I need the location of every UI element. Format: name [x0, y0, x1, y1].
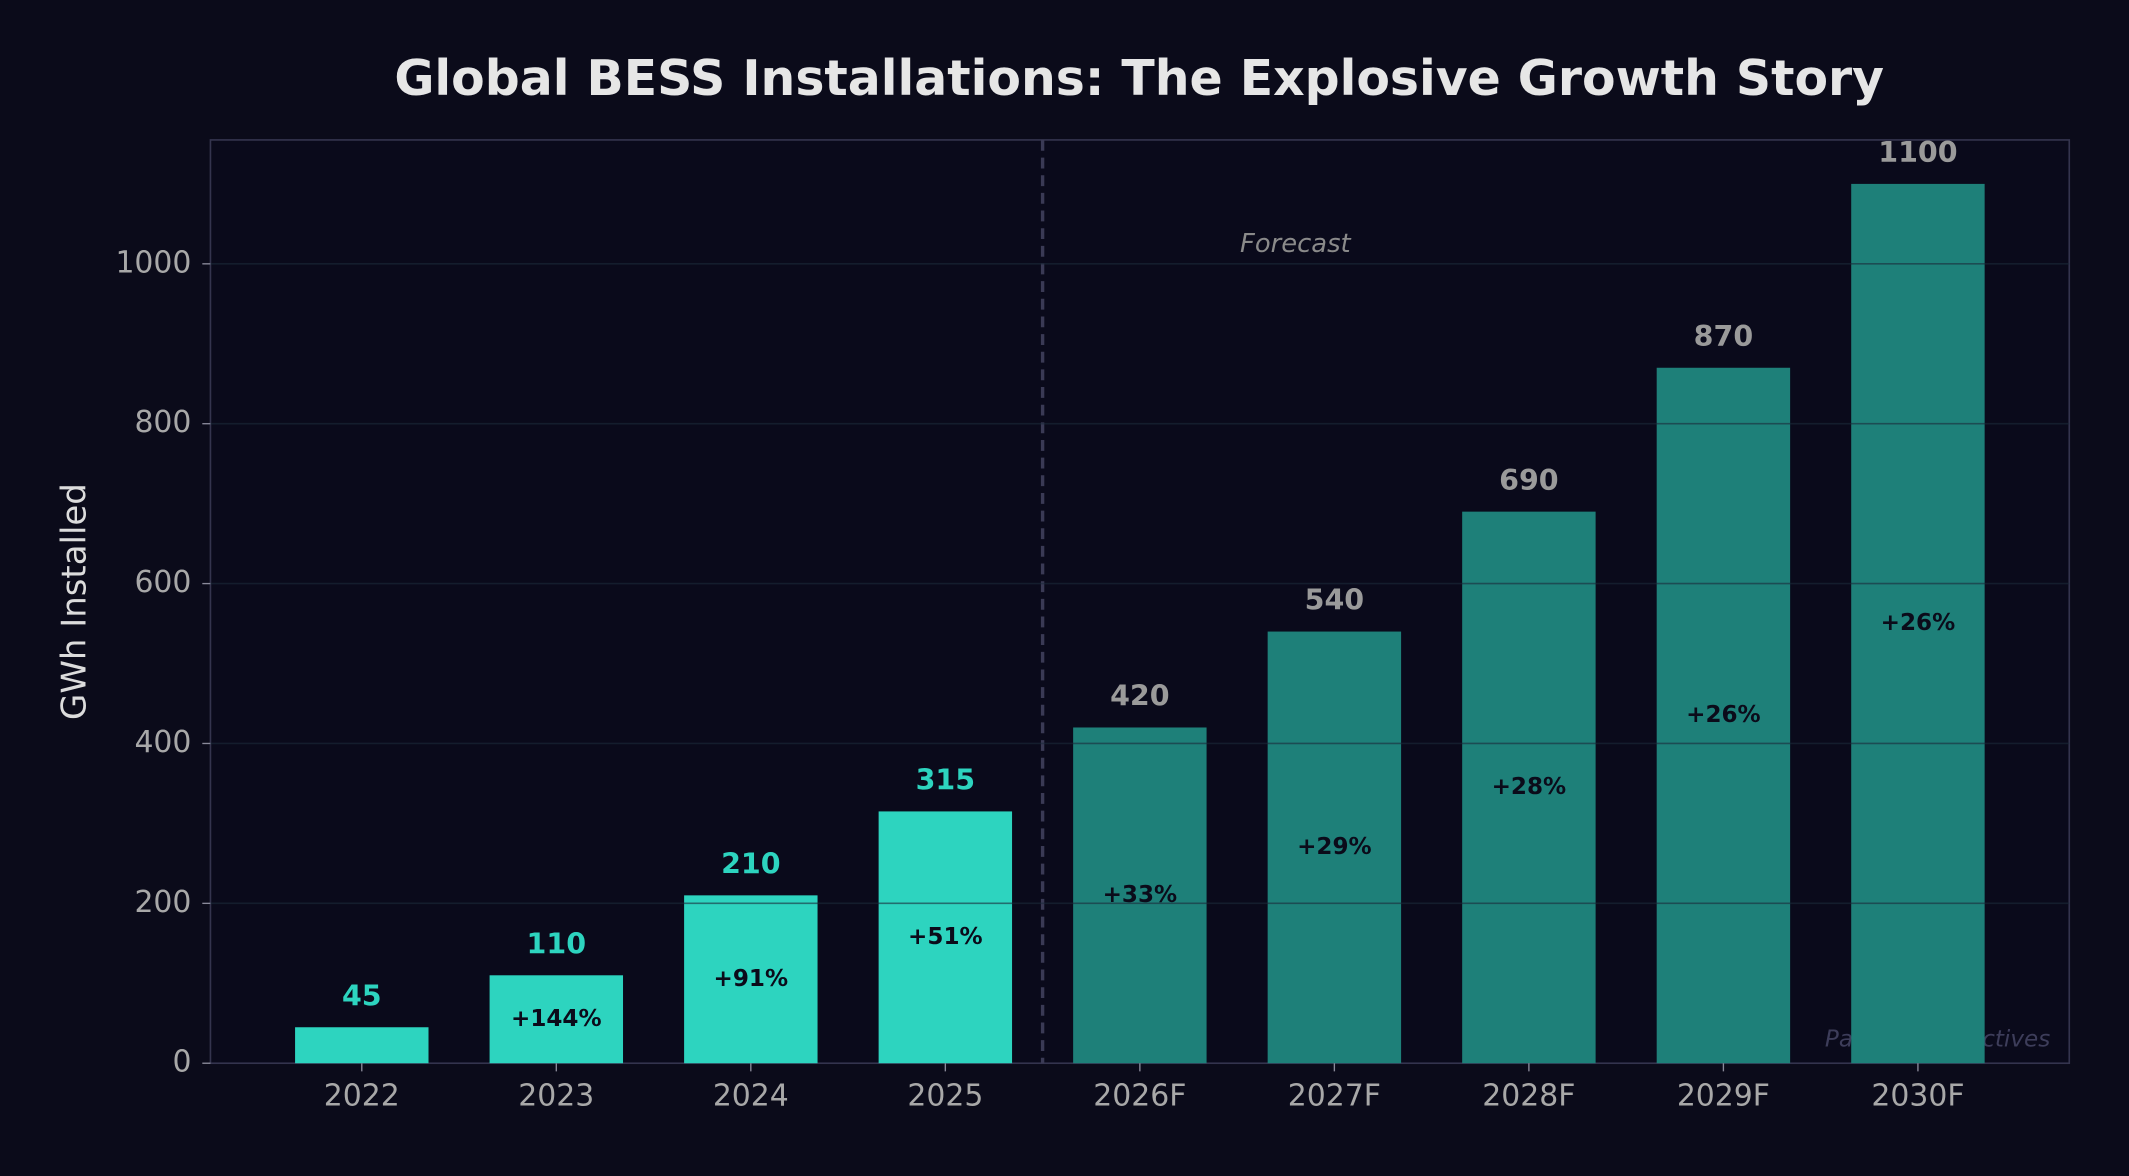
value-label: 210 [721, 847, 781, 880]
value-label: 1100 [1878, 136, 1957, 169]
value-label: 420 [1110, 680, 1170, 713]
bar [878, 811, 1013, 1064]
y-tick-label: 400 [134, 725, 191, 760]
growth-label: +26% [1881, 610, 1956, 636]
y-tick-label: 0 [172, 1045, 191, 1080]
y-tick-label: 200 [134, 885, 191, 920]
bar [1656, 367, 1791, 1064]
x-tick-label: 2024 [713, 1079, 789, 1114]
x-tick-label: 2027F [1288, 1079, 1381, 1114]
growth-label: +29% [1297, 834, 1372, 860]
y-tick-label: 1000 [115, 245, 191, 280]
forecast-annotation: Forecast [1240, 229, 1351, 259]
growth-label: +28% [1492, 774, 1567, 800]
growth-label: +144% [511, 1006, 602, 1032]
growth-label: +91% [714, 966, 789, 992]
value-label: 315 [916, 764, 976, 797]
bar [1462, 511, 1596, 1064]
y-axis-label: GWh Installed [55, 483, 95, 720]
y-tick-label: 600 [134, 565, 191, 600]
growth-label: +51% [908, 924, 983, 950]
x-tick-label: 2028F [1482, 1079, 1575, 1114]
x-tick-label: 2026F [1093, 1079, 1186, 1114]
x-tick-label: 2030F [1871, 1079, 1964, 1114]
growth-label: +26% [1686, 702, 1761, 728]
x-tick-label: 2023 [518, 1079, 594, 1114]
y-tick-label: 800 [134, 405, 191, 440]
value-label: 870 [1694, 320, 1754, 353]
value-label: 540 [1305, 584, 1365, 617]
bar [684, 895, 818, 1064]
chart-title: Global BESS Installations: The Explosive… [394, 50, 1884, 107]
bar [295, 1027, 429, 1064]
bar [1851, 183, 1985, 1064]
bar [1267, 631, 1402, 1064]
bar [1073, 727, 1207, 1064]
x-tick-label: 2022 [324, 1079, 400, 1114]
x-tick-label: 2029F [1677, 1079, 1770, 1114]
value-label: 110 [527, 927, 587, 960]
value-label: 45 [342, 979, 382, 1012]
x-tick-label: 2025 [907, 1079, 983, 1114]
bar [489, 975, 624, 1064]
value-label: 690 [1499, 464, 1559, 497]
